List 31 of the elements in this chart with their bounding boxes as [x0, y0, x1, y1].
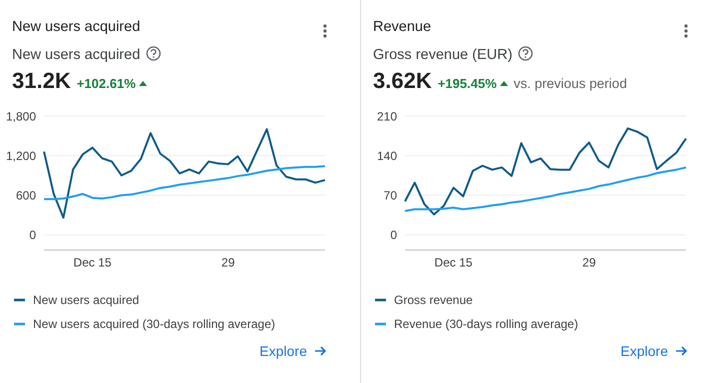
- text: vs. previous period: [514, 76, 627, 91]
- y-tick-label: 210: [376, 109, 398, 124]
- text: +195.45%: [438, 76, 497, 91]
- legend-label: Gross revenue: [394, 293, 473, 307]
- legend-label: Revenue (30-days rolling average): [394, 317, 578, 331]
- x-tick-label: Dec 15: [434, 256, 473, 270]
- x-tick-label: Dec 15: [73, 256, 112, 270]
- line-series: [43, 165, 326, 200]
- x-tick-label: 29: [582, 256, 596, 270]
- chart-title: New users acquired: [12, 19, 140, 35]
- text: 31.2K: [12, 68, 71, 93]
- line-series: [404, 166, 687, 212]
- y-tick-label: 140: [376, 148, 398, 163]
- y-tick-label: 1,800: [6, 109, 36, 124]
- chart-subtitle: New users acquired: [12, 47, 140, 63]
- text: +102.61%: [76, 76, 136, 91]
- y-tick-label: 1,200: [6, 148, 36, 163]
- line-series: [404, 127, 687, 216]
- legend-label: New users acquired (30-days rolling average): [33, 317, 276, 331]
- chart-subtitle: Gross revenue (EUR): [373, 47, 512, 63]
- y-tick-label: 600: [16, 188, 36, 202]
- x-tick-label: 29: [221, 256, 236, 270]
- y-tick-label: 70: [384, 188, 398, 202]
- y-tick-label: 0: [29, 228, 36, 242]
- legend-label: New users acquired: [33, 293, 140, 307]
- text: Explore: [620, 343, 668, 359]
- chart-title: Revenue: [373, 19, 432, 35]
- text: Explore: [260, 343, 307, 359]
- text: 3.62K: [373, 68, 432, 93]
- y-tick-label: 0: [390, 228, 398, 242]
- line-series: [43, 128, 326, 219]
